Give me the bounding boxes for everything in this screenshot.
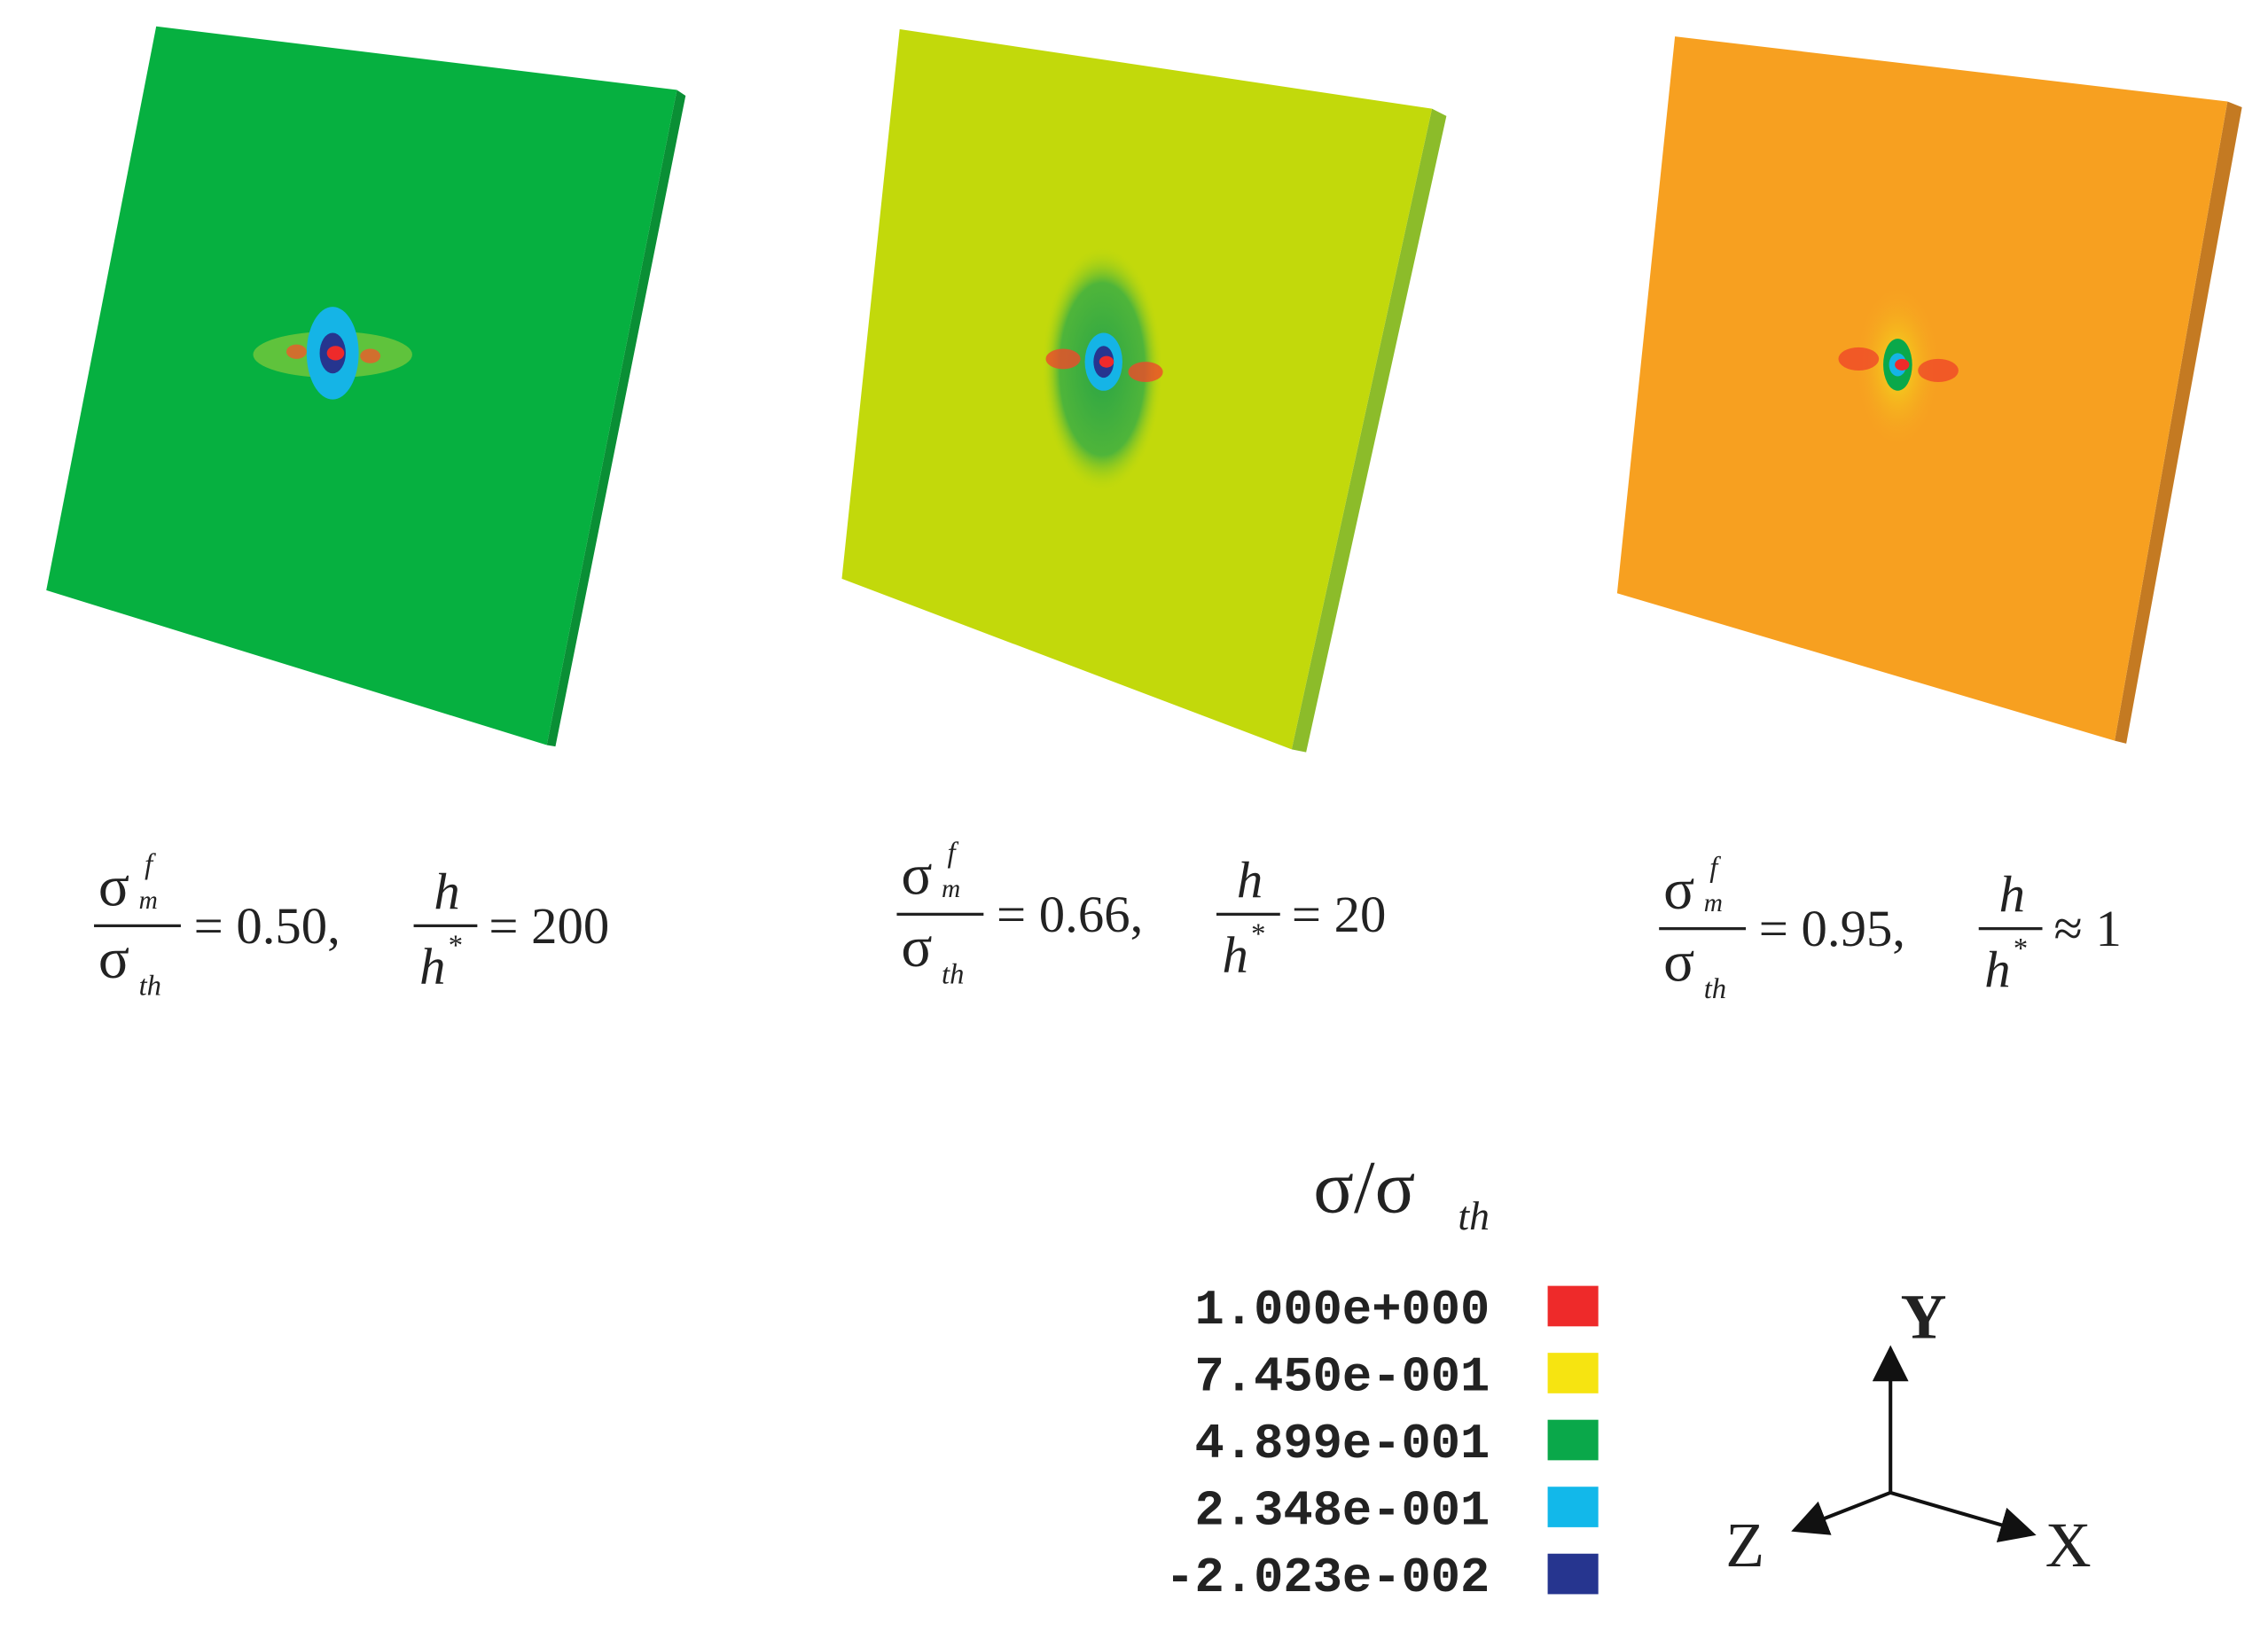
axis-triad: Y X Z	[1725, 1281, 2091, 1580]
value: ≈ 1	[2054, 900, 2122, 957]
superscript: *	[1251, 918, 1265, 950]
legend-label: 4.899e-001	[1195, 1417, 1490, 1472]
fraction-denominator: h	[419, 938, 445, 995]
fraction-numerator: σ	[901, 844, 932, 908]
superscript: *	[449, 930, 463, 962]
subscript: th	[1704, 973, 1726, 1005]
subscript: m	[1704, 889, 1723, 917]
axis-label: Y	[1901, 1281, 1947, 1352]
subscript: th	[942, 959, 964, 991]
legend-swatch	[1547, 1285, 1599, 1327]
fraction-numerator: h	[434, 862, 459, 920]
fraction-numerator: h	[1237, 851, 1263, 909]
superscript: f	[948, 838, 959, 870]
superscript: f	[145, 849, 156, 881]
value: = 20	[1292, 886, 1387, 943]
superscript: f	[1709, 852, 1721, 884]
legend-title-sub: th	[1458, 1193, 1490, 1238]
subscript: m	[942, 875, 960, 903]
value: = 0.50,	[194, 897, 340, 955]
legend-swatch	[1547, 1553, 1599, 1595]
legend-label: 7.450e-001	[1195, 1350, 1490, 1406]
legend-title: σ/σ	[1313, 1145, 1415, 1229]
value: = 0.66,	[997, 886, 1143, 943]
fraction-numerator: h	[1999, 865, 2025, 923]
fraction-denominator: h	[1984, 940, 2010, 998]
axis-label: Z	[1725, 1510, 1764, 1580]
fraction-numerator: σ	[98, 855, 129, 919]
legend-swatch	[1547, 1419, 1599, 1461]
superscript: *	[2014, 933, 2028, 964]
fraction-denominator: h	[1223, 926, 1248, 984]
legend-swatch	[1547, 1487, 1599, 1527]
legend-swatch	[1547, 1353, 1599, 1393]
subscript: th	[139, 971, 161, 1003]
fraction-denominator: σ	[901, 916, 932, 979]
legend-label: -2.023e-002	[1165, 1550, 1490, 1606]
plate	[841, 28, 1447, 753]
fraction-denominator: σ	[1663, 930, 1694, 994]
legend-label: 1.000e+000	[1195, 1283, 1490, 1339]
plate	[1616, 36, 2242, 744]
value: = 0.95,	[1759, 900, 1905, 957]
subscript: m	[139, 886, 158, 915]
fraction-denominator: σ	[98, 927, 129, 991]
axis-label: X	[2045, 1510, 2092, 1580]
plate	[46, 26, 686, 747]
value: = 200	[489, 897, 609, 955]
fraction-numerator: σ	[1663, 858, 1694, 922]
legend-label: 2.348e-001	[1195, 1484, 1490, 1540]
